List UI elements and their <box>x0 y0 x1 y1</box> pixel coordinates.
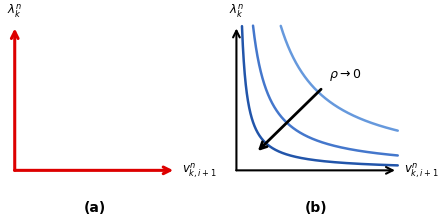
Text: (b): (b) <box>305 201 328 215</box>
Text: $\lambda^n_k$: $\lambda^n_k$ <box>7 3 22 20</box>
Text: $\mathit{v}^n_{k,i+1}$: $\mathit{v}^n_{k,i+1}$ <box>404 161 438 180</box>
Text: $\rho\to 0$: $\rho\to 0$ <box>329 67 362 83</box>
Text: $\mathit{v}^n_{k,i+1}$: $\mathit{v}^n_{k,i+1}$ <box>182 161 217 180</box>
Text: (a): (a) <box>84 201 106 215</box>
Text: $\lambda^n_k$: $\lambda^n_k$ <box>229 3 244 20</box>
